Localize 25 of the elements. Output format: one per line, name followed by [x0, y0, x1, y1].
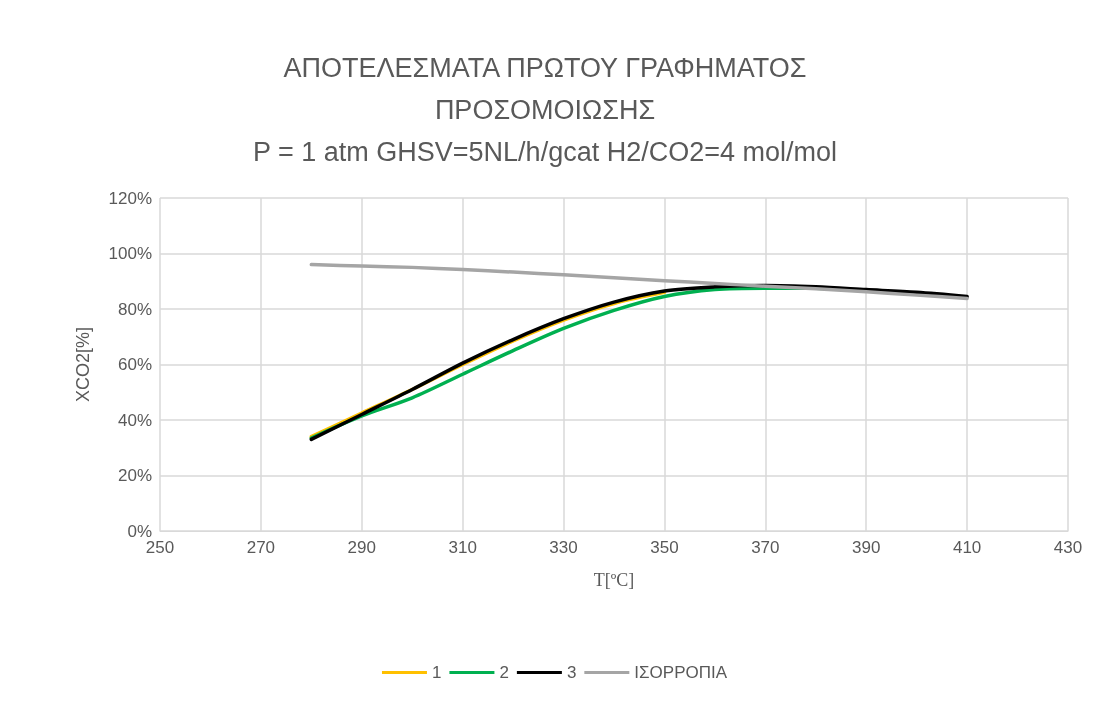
legend-label: ΙΣΟΡΡΟΠΙΑ [634, 663, 728, 682]
y-tick-label: 40% [117, 410, 152, 430]
legend-label: 1 [431, 663, 442, 682]
x-tick-label: 330 [549, 538, 578, 557]
y-tick-label: 120% [108, 188, 152, 208]
x-tick-label: 410 [952, 538, 982, 557]
x-tick-label: 250 [145, 538, 175, 557]
x-tick-label: 370 [751, 538, 780, 557]
x-tick-label: 270 [246, 538, 276, 557]
line-series [309, 262, 969, 301]
y-tick-label: 80% [117, 299, 152, 319]
y-tick-label: 20% [117, 466, 152, 485]
legend-label: 2 [499, 663, 509, 682]
x-tick-label: 290 [347, 538, 376, 557]
x-axis-title: T[ºC] [593, 570, 635, 590]
y-tick-label: 100% [108, 244, 152, 263]
y-tick-label: 0% [127, 521, 152, 541]
y-axis-title: XCO2[%] [73, 326, 93, 403]
legend-label: 3 [566, 663, 577, 682]
y-tick-label: 60% [117, 355, 152, 374]
chart-title: ΑΠΟΤΕΛΕΣΜΑΤΑ ΠΡΩΤΟΥ ΓΡΑΦΗΜΑΤΟΣ ΠΡΟΣΟΜΟΙΩΣΗΣ P = 1 atm GHSV=5NL/h/gcat H2/CO2=4 mol/mol [252, 53, 838, 167]
x-tick-label: 430 [1053, 538, 1083, 557]
x-tick-label: 390 [852, 538, 881, 557]
x-tick-label: 350 [650, 538, 679, 557]
x-tick-label: 310 [448, 538, 477, 557]
